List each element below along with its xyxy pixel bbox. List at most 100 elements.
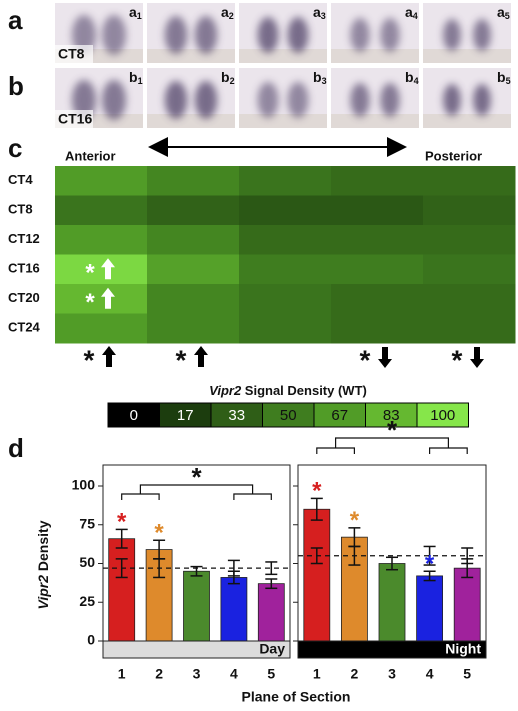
x-tick-label: 5 [463, 666, 471, 682]
x-tick-label: 5 [267, 666, 275, 682]
heat-cell [239, 313, 332, 344]
row-label: CT12 [8, 231, 40, 246]
comparison-star: * [191, 462, 202, 492]
bar-star: * [425, 551, 435, 578]
tissue-band [239, 114, 327, 128]
heat-cell [239, 225, 332, 255]
error-bar [265, 578, 278, 590]
micrograph: a3 [239, 3, 327, 63]
heat-cell [147, 254, 240, 285]
error-bar [423, 570, 436, 582]
scn-stain [164, 16, 188, 54]
image-label: b2 [221, 69, 235, 87]
image-subscript: 3 [322, 76, 327, 86]
heat-cell [423, 254, 516, 285]
reference-error-bar [461, 547, 474, 565]
colorbar-label: 17 [177, 407, 194, 424]
heat-cell [55, 313, 148, 344]
heat-cell [147, 166, 240, 196]
x-tick-label: 2 [351, 666, 359, 682]
tissue-band [423, 114, 511, 128]
scn-stain [380, 83, 400, 117]
heat-cell [55, 166, 148, 196]
image-subscript: 2 [229, 11, 234, 21]
colorbar-label: 100 [430, 407, 455, 424]
scn-stain [350, 83, 370, 117]
scn-stain [443, 84, 461, 116]
image-letter: b [313, 69, 322, 85]
y-axis-label: Vipr2 Density [35, 520, 51, 609]
image-letter: a [221, 4, 229, 20]
heat-cell [147, 195, 240, 226]
bar [303, 508, 331, 642]
heat-cell [147, 225, 240, 255]
scn-stain [380, 18, 400, 52]
image-label: a3 [313, 4, 326, 22]
y-tick-label: 0 [87, 632, 95, 648]
x-axis-label: Plane of Section [242, 689, 351, 705]
micrograph: b2 [147, 68, 235, 128]
phase-label: Day [259, 641, 285, 657]
heat-cell [331, 195, 424, 226]
image-letter: b [129, 69, 138, 85]
bar [257, 583, 285, 642]
bar [183, 570, 210, 642]
image-letter: a [313, 4, 321, 20]
image-tag: CT16 [58, 111, 92, 127]
micrograph: b3 [239, 68, 327, 128]
panel-letter: a [8, 5, 23, 35]
arrow [101, 287, 115, 309]
significance-star: * [176, 344, 187, 375]
scn-stain [287, 82, 309, 118]
micrograph: a4 [331, 3, 419, 63]
bar-star: * [117, 509, 127, 536]
panel-letter: b [8, 71, 24, 101]
heat-cell [331, 284, 424, 314]
panel-letter: d [8, 433, 24, 463]
tag-bg [55, 110, 93, 128]
scn-stain [102, 80, 126, 120]
heat-cell [423, 225, 516, 255]
x-tick-label: 4 [230, 666, 238, 682]
tissue-band [331, 114, 419, 128]
scn-stain [257, 82, 279, 118]
comparison-star: * [387, 415, 398, 445]
phase-band [102, 640, 291, 659]
image-letter: a [405, 4, 413, 20]
row-label: CT8 [8, 202, 33, 217]
image-subscript: 1 [137, 11, 142, 21]
heat-cell [147, 313, 240, 344]
colorbar-label: 33 [228, 407, 245, 424]
significance-star: * [85, 289, 95, 316]
image-label: a2 [221, 4, 234, 22]
reference-error-bar [265, 561, 278, 576]
image-letter: b [497, 69, 506, 85]
colorbar-cell [416, 402, 469, 428]
image-letter: b [405, 69, 414, 85]
colorbar-cell [313, 402, 366, 428]
comparison-bracket [121, 484, 272, 500]
bar [220, 577, 248, 642]
scn-stain [473, 19, 491, 51]
comparison-bracket [316, 437, 468, 454]
heat-cell [331, 313, 424, 344]
image-label: b4 [405, 69, 419, 87]
heat-cell [239, 195, 332, 226]
scn-stain [443, 19, 461, 51]
significance-star: * [452, 344, 463, 375]
image-letter: a [129, 4, 137, 20]
image-label: b1 [129, 69, 143, 87]
tissue-band [331, 49, 419, 63]
colorbar-cell [262, 402, 315, 428]
arrow [102, 346, 116, 367]
error-bar [310, 497, 323, 521]
tissue-band [423, 49, 511, 63]
heat-cell [239, 284, 332, 314]
tissue-band [147, 49, 235, 63]
significance-star: * [85, 260, 95, 287]
bar [453, 567, 481, 642]
error-bar [386, 556, 398, 571]
y-tick-label: 75 [79, 515, 95, 531]
x-tick-label: 1 [313, 666, 321, 682]
